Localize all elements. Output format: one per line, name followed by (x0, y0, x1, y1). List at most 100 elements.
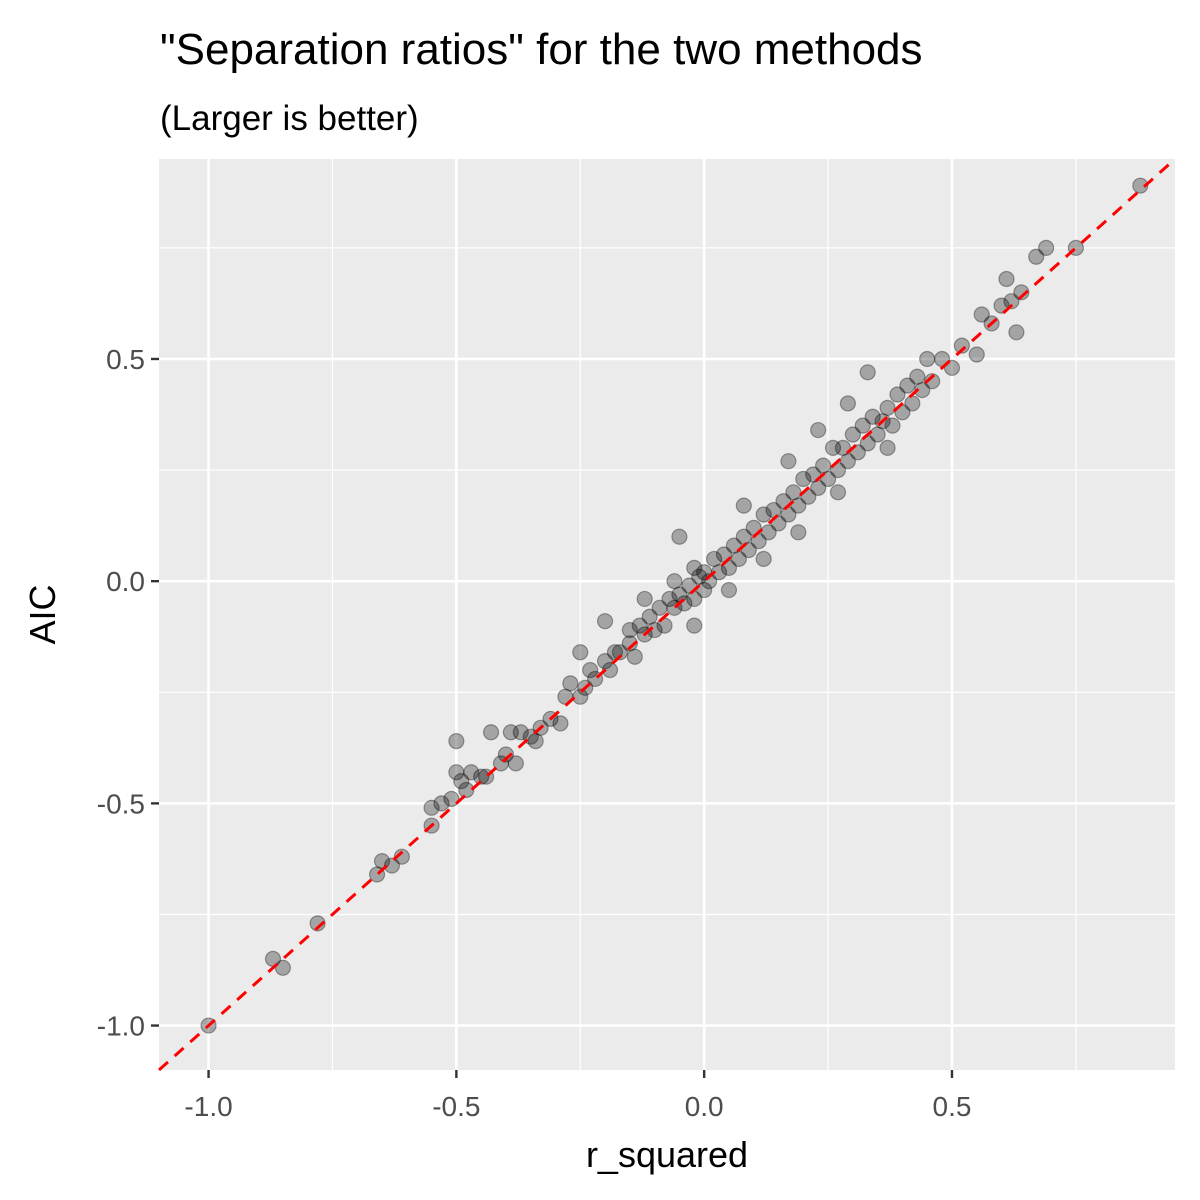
data-point (760, 524, 777, 541)
chart-subtitle: (Larger is better) (160, 99, 419, 138)
data-point (869, 426, 886, 443)
reference-line (157, 157, 1177, 1072)
data-point (383, 857, 401, 874)
data-point (973, 306, 990, 323)
data-point (621, 621, 638, 639)
data-point (611, 644, 629, 661)
data-point (829, 484, 847, 501)
data-point (790, 497, 807, 514)
y-axis: -1.0 -0.5 0.0 0.5 (97, 344, 159, 1042)
data-point (879, 399, 896, 416)
data-point (463, 764, 480, 781)
data-point (448, 764, 465, 781)
data-point (552, 715, 569, 732)
data-point (686, 617, 703, 634)
data-point (1013, 284, 1030, 301)
data-point (443, 790, 460, 808)
data-point (621, 635, 638, 652)
data-point (641, 608, 658, 625)
data-point (473, 768, 490, 785)
data-point (631, 617, 648, 634)
data-point (720, 581, 738, 599)
data-point (735, 497, 752, 514)
data-point (626, 648, 643, 665)
data-point (596, 613, 614, 630)
data-point (601, 661, 619, 679)
data-point (998, 270, 1015, 288)
data-point (651, 599, 668, 616)
data-point (844, 426, 861, 443)
data-point (671, 528, 688, 545)
data-point (864, 408, 881, 425)
data-point (755, 506, 772, 523)
data-point (274, 959, 292, 976)
data-point (1003, 293, 1020, 310)
data-point (502, 724, 519, 741)
data-point (686, 559, 703, 576)
x-tick-label: -1.0 (184, 1091, 232, 1122)
data-point (696, 581, 713, 599)
data-point (448, 733, 465, 750)
data-point (968, 346, 985, 363)
data-point (309, 915, 326, 932)
data-point (1008, 324, 1025, 341)
x-tick-label: 0.5 (933, 1091, 972, 1122)
data-point (562, 675, 579, 692)
y-tick-label: -1.0 (97, 1011, 145, 1042)
chart-title: "Separation ratios" for the two methods (160, 25, 923, 74)
data-point (582, 661, 599, 679)
data-point (453, 773, 470, 790)
data-point (596, 653, 614, 670)
data-point (854, 417, 871, 434)
data-point (572, 688, 589, 705)
data-point (710, 564, 728, 581)
data-point (482, 724, 500, 741)
data-point (884, 417, 901, 434)
data-point (785, 484, 802, 501)
y-tick-label: 0.5 (106, 344, 145, 375)
minor-gridlines (159, 159, 1175, 1070)
data-point (458, 781, 475, 799)
major-gridlines (159, 159, 1175, 1070)
x-axis: -1.0 -0.5 0.0 0.5 (184, 1070, 971, 1122)
data-point (691, 568, 708, 585)
y-axis-title: AIC (22, 584, 63, 644)
data-point (919, 350, 936, 368)
data-point (1132, 177, 1149, 194)
data-point (497, 746, 515, 763)
data-point (904, 395, 921, 412)
data-point (810, 421, 827, 439)
data-point (839, 395, 856, 412)
data-point (899, 377, 916, 394)
data-point (859, 364, 876, 381)
data-point (1028, 248, 1045, 265)
data-point (755, 550, 772, 568)
data-points (200, 177, 1149, 1034)
y-tick-label: -0.5 (97, 788, 145, 819)
data-point (909, 368, 926, 385)
data-point (666, 573, 683, 590)
x-tick-label: 0.0 (685, 1091, 724, 1122)
data-point (914, 381, 931, 399)
data-point (924, 373, 941, 390)
data-point (780, 453, 797, 470)
data-point (795, 470, 812, 488)
data-point (889, 386, 906, 403)
x-tick-label: -0.5 (432, 1091, 480, 1122)
x-axis-title: r_squared (586, 1134, 748, 1175)
data-point (572, 644, 589, 661)
data-point (879, 439, 896, 456)
data-point (646, 621, 663, 639)
data-point (676, 595, 693, 612)
data-point (1038, 239, 1055, 256)
data-point (661, 590, 678, 608)
data-point (790, 524, 807, 541)
data-point (507, 755, 524, 772)
data-point (512, 724, 529, 741)
data-point (433, 795, 450, 812)
y-tick-label: 0.0 (106, 566, 145, 597)
data-point (701, 573, 718, 590)
data-point (953, 337, 970, 354)
data-point (636, 590, 653, 608)
